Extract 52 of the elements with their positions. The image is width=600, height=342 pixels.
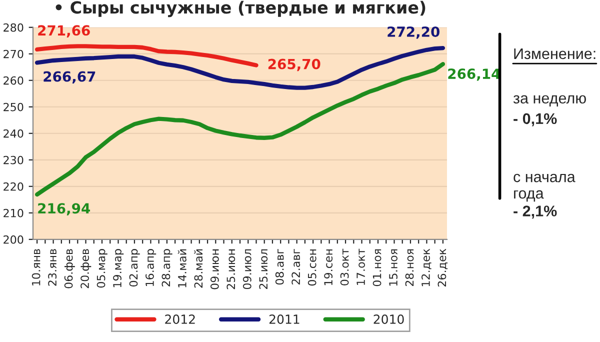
legend-label: 2011: [269, 314, 300, 324]
y-tick-label: 220: [4, 182, 24, 191]
x-tick-label: 23.янв: [48, 249, 57, 286]
x-tick-label: 25.июл: [259, 249, 268, 289]
x-tick-label: 28.ноя: [405, 249, 414, 286]
x-tick-label: 08.авг: [275, 248, 284, 285]
text: за неделю: [513, 95, 586, 106]
x-tick-label: 05.сен: [308, 249, 316, 286]
chart-title: • Сыры сычужные (твердые и мягкие): [56, 0, 426, 18]
x-tick-label: 06.фев: [64, 249, 75, 288]
text: Изменение:: [514, 48, 596, 60]
x-tick-label: 22.авг: [292, 248, 300, 284]
line-series: [34, 44, 258, 68]
y-tick-label: 210: [4, 208, 24, 218]
y-tick-label: 250: [4, 102, 24, 112]
data-label: 266,14: [448, 68, 500, 81]
y-tick-label: 260: [4, 76, 24, 85]
text: - 0,1%: [514, 113, 557, 126]
data-label: 216,94: [38, 203, 90, 216]
y-tick-label: 270: [4, 50, 24, 58]
text: с начала года: [514, 174, 576, 202]
x-tick-label: 03.окт: [340, 248, 349, 286]
y-tick-label: 200: [4, 235, 24, 244]
x-tick-label: 15.ноя: [389, 249, 398, 286]
data-label: 271,66: [38, 25, 90, 38]
legend-label: 2010: [374, 314, 404, 324]
text: - 2,1%: [514, 206, 557, 219]
x-tick-label: 01.ноя: [372, 249, 382, 286]
x-tick-label: 09.июн: [210, 249, 219, 290]
legend-label: 2012: [165, 314, 195, 324]
x-tick-label: 20.фев: [80, 249, 92, 288]
x-tick-label: 09.июл: [242, 249, 252, 290]
x-tick-label: 28.май: [194, 249, 203, 288]
x-tick-label: 05.мар: [96, 249, 108, 288]
x-tick-label: 14.май: [178, 249, 186, 288]
data-label: 272,20: [388, 26, 440, 39]
x-tick-label: 19.сен: [324, 249, 333, 286]
y-tick-label: 240: [4, 129, 24, 138]
y-tick-label: 280: [4, 23, 24, 32]
x-tick-label: 02.апр: [129, 249, 140, 286]
line-series: [34, 46, 446, 90]
x-tick-label: 28.апр: [162, 249, 172, 286]
x-tick-label: 19.мар: [113, 249, 124, 288]
x-tick-label: 26.дек: [438, 248, 448, 287]
x-tick-label: 25.июн: [226, 249, 236, 290]
x-tick-label: 17.окт: [356, 248, 365, 285]
x-tick-label: 12.дек: [422, 248, 432, 286]
data-label: 266,67: [44, 71, 96, 84]
data-label: 265,70: [268, 58, 320, 72]
x-tick-label: 16.апр: [146, 249, 156, 286]
x-tick-label: 10.янв: [32, 249, 40, 286]
y-tick-label: 230: [4, 156, 24, 164]
